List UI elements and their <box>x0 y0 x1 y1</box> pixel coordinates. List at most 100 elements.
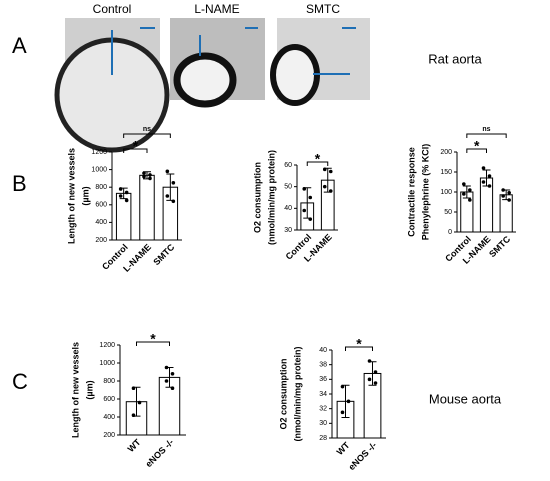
data-point <box>164 379 169 383</box>
data-point <box>468 188 472 192</box>
data-point <box>328 169 333 174</box>
data-point <box>501 188 505 192</box>
y-axis-label: O2 consumption <box>278 358 288 429</box>
data-point <box>171 181 176 185</box>
data-point <box>148 176 152 181</box>
data-point <box>118 194 123 198</box>
significance-bracket <box>345 346 373 351</box>
y-tick-label: 1000 <box>99 360 115 367</box>
data-point <box>507 191 511 195</box>
y-tick-label: 600 <box>95 202 107 209</box>
y-axis-label: Contractile response <box>406 147 416 237</box>
x-tick-label: WT <box>126 437 143 454</box>
data-point <box>170 372 175 376</box>
data-point <box>346 399 351 404</box>
y-tick-label: 28 <box>319 435 327 442</box>
data-point <box>373 370 378 374</box>
panel-label: B <box>12 171 27 196</box>
significance-label: ns <box>482 126 490 133</box>
y-axis-label: (µm) <box>84 380 94 399</box>
significance-label: * <box>315 151 321 167</box>
y-tick-label: 30 <box>319 420 327 427</box>
data-point <box>165 169 170 174</box>
data-point <box>501 194 505 198</box>
significance-label: * <box>356 336 362 352</box>
x-tick-label: SMTC <box>151 242 176 267</box>
data-point <box>507 198 511 202</box>
y-tick-label: 800 <box>103 378 115 385</box>
significance-bracket <box>306 161 329 166</box>
data-point <box>481 180 486 184</box>
y-tick-label: 1000 <box>91 166 107 173</box>
photo-label: SMTC <box>306 2 340 16</box>
y-axis-label: Length of new vessels <box>66 148 76 244</box>
y-axis-label: (nmol/min/mg protein) <box>292 347 302 442</box>
y-tick-label: 34 <box>319 391 327 398</box>
panel-label: A <box>12 33 27 58</box>
significance-label: ns <box>143 126 151 133</box>
y-tick-label: 200 <box>95 237 107 244</box>
data-point <box>322 184 327 189</box>
panel-label: C <box>12 369 28 394</box>
y-axis-label: O2 consumption <box>252 162 262 233</box>
data-point <box>302 208 307 213</box>
significance-bracket <box>466 133 507 138</box>
x-tick-label: SMTC <box>487 234 512 259</box>
data-point <box>164 365 169 370</box>
x-tick-label: eNOS -/- <box>346 440 378 472</box>
y-tick-label: 50 <box>284 184 292 191</box>
y-tick-label: 600 <box>103 396 115 403</box>
data-point <box>131 386 136 391</box>
data-point <box>170 386 175 391</box>
data-point <box>328 189 333 193</box>
y-axis-label: Length of new vessels <box>70 342 80 438</box>
y-tick-label: 400 <box>95 219 107 226</box>
data-point <box>373 381 378 385</box>
bar <box>115 192 132 241</box>
y-tick-label: 40 <box>284 205 292 212</box>
significance-label: * <box>150 331 156 347</box>
data-point <box>302 187 307 191</box>
photo-label: L-NAME <box>194 2 239 16</box>
data-point <box>165 194 170 198</box>
data-point <box>468 198 472 202</box>
data-point <box>481 166 486 170</box>
data-point <box>462 192 466 196</box>
y-tick-label: 30 <box>284 227 292 234</box>
data-point <box>308 217 313 221</box>
y-tick-label: 150 <box>440 169 452 176</box>
photo <box>170 18 265 108</box>
y-tick-label: 800 <box>95 184 107 191</box>
y-axis-label: (nmol/min/mg protein) <box>266 150 276 245</box>
x-tick-label: WT <box>335 440 352 457</box>
y-axis-label: Phenylephrine (% KCl) <box>420 144 430 241</box>
data-point <box>137 400 142 405</box>
annotation: Mouse aorta <box>429 391 502 406</box>
significance-bracket <box>136 341 170 346</box>
y-tick-label: 1200 <box>99 342 115 349</box>
y-tick-label: 400 <box>103 414 115 421</box>
y-tick-label: 0 <box>448 229 452 236</box>
data-point <box>367 359 372 363</box>
error-bar <box>462 185 471 199</box>
y-axis-label: (µm) <box>80 186 90 205</box>
data-point <box>118 187 123 191</box>
y-tick-label: 50 <box>444 209 452 216</box>
data-point <box>462 182 466 186</box>
data-point <box>131 413 136 418</box>
y-tick-label: 200 <box>440 149 452 156</box>
data-point <box>124 198 129 203</box>
y-tick-label: 60 <box>284 162 292 169</box>
y-tick-label: 200 <box>103 432 115 439</box>
data-point <box>142 174 146 179</box>
data-point <box>322 167 327 172</box>
data-point <box>171 199 176 204</box>
significance-bracket <box>466 148 487 153</box>
y-tick-label: 40 <box>319 347 327 354</box>
data-point <box>487 174 492 178</box>
significance-label: * <box>474 138 480 154</box>
significance-bracket <box>123 133 171 138</box>
y-tick-label: 36 <box>319 376 327 383</box>
data-point <box>367 377 372 382</box>
